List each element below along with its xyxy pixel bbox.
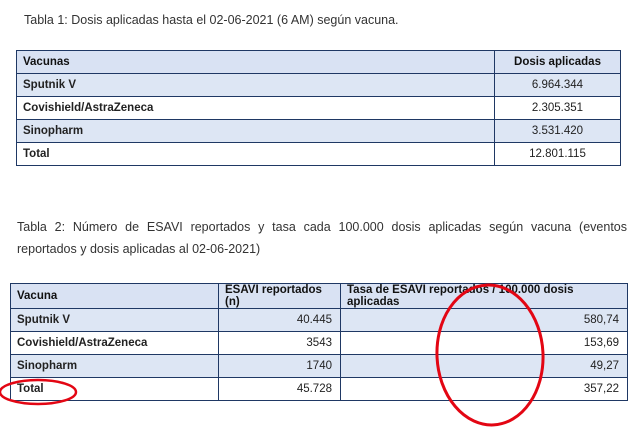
table1-cell-doses: 2.305.351 xyxy=(494,96,621,120)
table1-cell-vaccine: Sinopharm xyxy=(16,119,495,143)
table1-cell-total-label: Total xyxy=(16,142,495,166)
table-row: Sputnik V 6.964.344 xyxy=(16,73,621,97)
table2-cell-rate: 49,27 xyxy=(340,354,628,378)
table1: Vacunas Dosis aplicadas Sputnik V 6.964.… xyxy=(16,50,621,166)
table-row: Total 12.801.115 xyxy=(16,142,621,166)
table1-cell-vaccine: Sputnik V xyxy=(16,73,495,97)
table-row: Sinopharm 1740 49,27 xyxy=(10,354,628,378)
table-row: Covishield/AstraZeneca 2.305.351 xyxy=(16,96,621,120)
table1-cell-doses: 3.531.420 xyxy=(494,119,621,143)
table2-cell-rate: 580,74 xyxy=(340,308,628,332)
table2-cell-esavi: 40.445 xyxy=(218,308,341,332)
table2-header-esavi: ESAVI reportados (n) xyxy=(218,283,341,309)
table1-cell-vaccine: Covishield/AstraZeneca xyxy=(16,96,495,120)
table2-cell-vaccine: Sinopharm xyxy=(10,354,219,378)
table2-cell-rate: 153,69 xyxy=(340,331,628,355)
table2-cell-vaccine: Covishield/AstraZeneca xyxy=(10,331,219,355)
table2-header-row: Vacuna ESAVI reportados (n) Tasa de ESAV… xyxy=(10,283,628,309)
table2-cell-esavi: 3543 xyxy=(218,331,341,355)
table1-caption: Tabla 1: Dosis aplicadas hasta el 02-06-… xyxy=(24,13,399,27)
table1-cell-total-doses: 12.801.115 xyxy=(494,142,621,166)
table2-cell-total-label: Total xyxy=(10,377,219,401)
table1-header-row: Vacunas Dosis aplicadas xyxy=(16,50,621,74)
table2: Vacuna ESAVI reportados (n) Tasa de ESAV… xyxy=(10,283,628,401)
table-row: Sputnik V 40.445 580,74 xyxy=(10,308,628,332)
table2-caption: Tabla 2: Número de ESAVI reportados y ta… xyxy=(17,220,627,256)
table-row: Total 45.728 357,22 xyxy=(10,377,628,401)
table2-cell-esavi: 1740 xyxy=(218,354,341,378)
table1-header-vacunas: Vacunas xyxy=(16,50,495,74)
table2-header-tasa: Tasa de ESAVI reportados / 100.000 dosis… xyxy=(340,283,628,309)
table-row: Covishield/AstraZeneca 3543 153,69 xyxy=(10,331,628,355)
table2-cell-vaccine: Sputnik V xyxy=(10,308,219,332)
table2-cell-total-rate: 357,22 xyxy=(340,377,628,401)
table-row: Sinopharm 3.531.420 xyxy=(16,119,621,143)
table1-header-dosis: Dosis aplicadas xyxy=(494,50,621,74)
table2-header-vacuna: Vacuna xyxy=(10,283,219,309)
table2-cell-total-esavi: 45.728 xyxy=(218,377,341,401)
table1-cell-doses: 6.964.344 xyxy=(494,73,621,97)
